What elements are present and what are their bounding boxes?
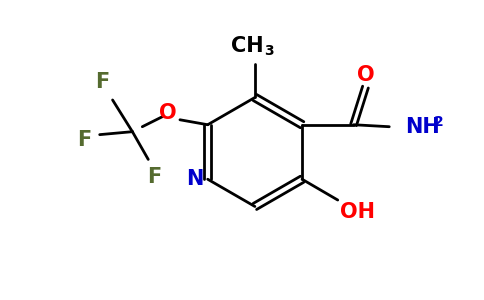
Text: 2: 2 xyxy=(434,115,444,129)
Text: O: O xyxy=(357,65,374,85)
Text: CH: CH xyxy=(231,36,263,56)
Text: F: F xyxy=(95,72,110,92)
Text: NH: NH xyxy=(405,117,440,137)
Text: OH: OH xyxy=(340,202,375,222)
Text: F: F xyxy=(77,130,91,150)
Text: N: N xyxy=(186,169,204,189)
Text: F: F xyxy=(147,167,161,187)
Text: O: O xyxy=(159,103,177,123)
Text: 3: 3 xyxy=(264,44,273,58)
